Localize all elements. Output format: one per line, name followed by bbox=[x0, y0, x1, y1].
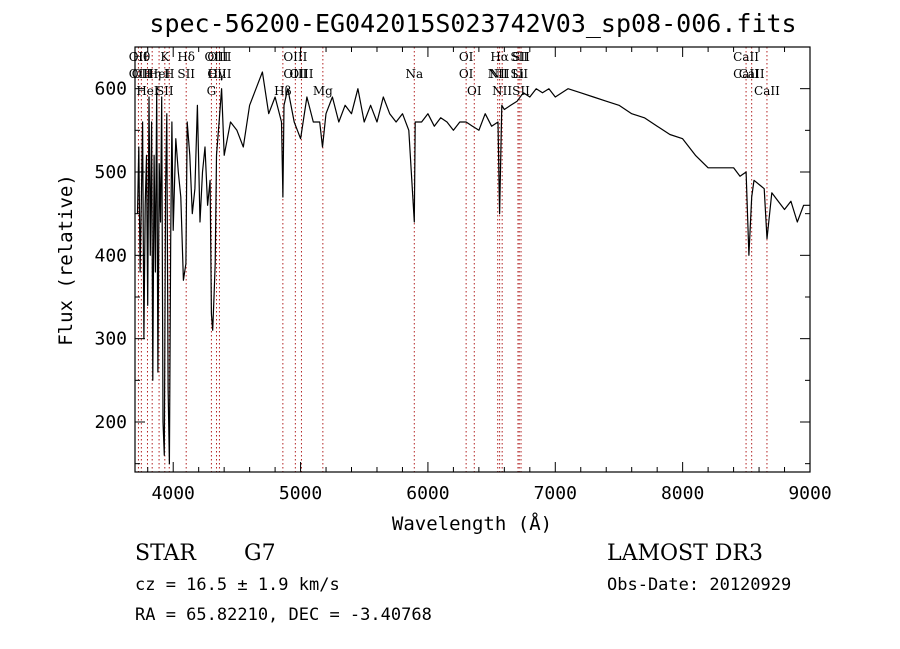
line-label-top: K bbox=[160, 50, 170, 64]
line-label: Na bbox=[405, 67, 423, 81]
line-label-top: Hα bbox=[490, 50, 509, 64]
spectrum-line bbox=[136, 71, 810, 465]
object-class: STAR bbox=[135, 541, 197, 566]
line-label: OIII bbox=[283, 67, 307, 81]
plot-frame bbox=[134, 46, 811, 473]
chart-title: spec-56200-EG042015S023742V03_sp08-006.f… bbox=[149, 9, 796, 38]
line-label: HeI bbox=[148, 67, 171, 81]
y-axis-label: Flux (relative) bbox=[55, 174, 77, 346]
line-label-top: OI bbox=[459, 50, 474, 64]
y-tick-label: 200 bbox=[94, 412, 127, 433]
line-label: CaII bbox=[733, 67, 759, 81]
y-tick-label: 300 bbox=[94, 329, 127, 350]
y-tick-label: 600 bbox=[94, 79, 127, 100]
line-label: CaII bbox=[739, 67, 765, 81]
line-label: NII bbox=[492, 84, 512, 98]
survey-name: LAMOST DR3 bbox=[607, 541, 763, 566]
line-label: HeI bbox=[136, 84, 159, 98]
line-label: OIII bbox=[289, 67, 313, 81]
line-label-top: Hθ bbox=[133, 50, 151, 64]
line-label-top: OIII bbox=[204, 50, 228, 64]
line-label: Hη bbox=[143, 67, 161, 81]
line-label: G bbox=[207, 84, 217, 98]
line-label: Mg bbox=[313, 84, 333, 98]
line-label: OII bbox=[132, 67, 152, 81]
line-label: SII bbox=[510, 67, 528, 81]
y-tick-label: 400 bbox=[94, 245, 127, 266]
x-axis-label: Wavelength (Å) bbox=[392, 512, 552, 535]
line-label: OIII bbox=[207, 67, 231, 81]
line-label: SII bbox=[156, 84, 174, 98]
line-label-top: OII bbox=[129, 50, 149, 64]
line-label: Hβ bbox=[274, 84, 291, 98]
line-label-top: OIII bbox=[283, 50, 307, 64]
line-label: OII bbox=[129, 67, 149, 81]
x-tick-label: 4000 bbox=[152, 483, 195, 504]
x-tick-label: 8000 bbox=[661, 483, 704, 504]
y-axis: 200 300 400 500 600 bbox=[94, 46, 810, 465]
line-label: SII bbox=[177, 67, 195, 81]
line-label-top: Hδ bbox=[177, 50, 195, 64]
x-axis: 4000 5000 6000 7000 8000 9000 bbox=[147, 47, 832, 504]
coordinates-readout: RA = 65.82210, DEC = -3.40768 bbox=[135, 605, 432, 625]
observation-date: Obs-Date: 20120929 bbox=[607, 575, 791, 595]
x-tick-label: 9000 bbox=[788, 483, 831, 504]
line-label: Hγ bbox=[208, 67, 226, 81]
y-tick-label: 500 bbox=[94, 162, 127, 183]
x-tick-label: 5000 bbox=[279, 483, 322, 504]
line-markers bbox=[137, 47, 768, 472]
line-label: H bbox=[164, 67, 174, 81]
object-subclass: G7 bbox=[244, 541, 276, 566]
x-tick-label: 6000 bbox=[406, 483, 449, 504]
line-label-top: CaII bbox=[733, 50, 759, 64]
line-label-top: OIII bbox=[207, 50, 231, 64]
line-label-top: SII bbox=[510, 50, 528, 64]
line-labels: OIIOIIHθOIIHeIHηHeIKSIIHHδSIIGOIIIHγOIII… bbox=[129, 50, 780, 98]
line-label: NII bbox=[488, 67, 508, 81]
line-label: Li bbox=[512, 67, 524, 81]
x-tick-label: 7000 bbox=[534, 483, 577, 504]
line-label: OI bbox=[459, 67, 474, 81]
line-label: OI bbox=[467, 84, 482, 98]
redshift-readout: cz = 16.5 ± 1.9 km/s bbox=[135, 575, 340, 595]
line-label: CaII bbox=[754, 84, 780, 98]
line-label: NII bbox=[490, 67, 510, 81]
line-label-top: SII bbox=[512, 50, 530, 64]
